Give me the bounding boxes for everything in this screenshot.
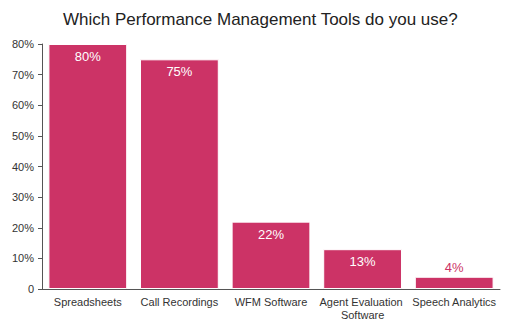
svg-text:13%: 13% [350, 254, 376, 269]
svg-text:22%: 22% [258, 227, 284, 242]
svg-text:80%: 80% [75, 49, 101, 64]
svg-text:80%: 80% [12, 38, 34, 50]
svg-text:Call Recordings: Call Recordings [141, 296, 219, 308]
svg-text:40%: 40% [12, 161, 34, 173]
svg-text:20%: 20% [12, 222, 34, 234]
svg-text:Speech Analytics: Speech Analytics [412, 296, 496, 308]
svg-text:75%: 75% [166, 64, 192, 79]
svg-text:70%: 70% [12, 69, 34, 81]
svg-text:4%: 4% [445, 260, 464, 275]
svg-text:Spreadsheets: Spreadsheets [54, 296, 122, 308]
svg-text:30%: 30% [12, 191, 34, 203]
svg-text:50%: 50% [12, 130, 34, 142]
svg-text:WFM Software: WFM Software [235, 296, 308, 308]
svg-text:Which Performance Management T: Which Performance Management Tools do yo… [63, 10, 458, 29]
svg-text:0: 0 [28, 283, 34, 295]
svg-text:Agent Evaluation: Agent Evaluation [319, 296, 405, 308]
svg-text:Software: Software [341, 309, 384, 321]
svg-text:60%: 60% [12, 99, 34, 111]
svg-text:10%: 10% [12, 252, 34, 264]
